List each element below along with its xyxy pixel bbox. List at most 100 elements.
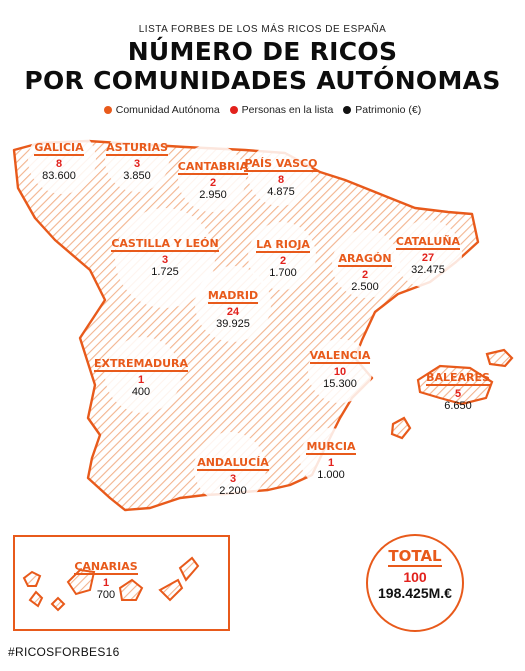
hashtag: #RICOSFORBES16	[8, 645, 120, 659]
region-baleares: BALEARES 5 6.650	[403, 368, 513, 412]
canarias-island-6	[158, 578, 184, 602]
region-name: ASTURIAS	[106, 141, 168, 156]
canarias-island-1	[22, 570, 42, 587]
region-andalucia: ANDALUCÍA 3 2.200	[178, 453, 288, 497]
canarias-island-7	[178, 556, 200, 582]
region-asturias: ASTURIAS 3 3.850	[82, 138, 192, 182]
legend-label-comunidad: Comunidad Autónoma	[115, 104, 220, 116]
region-name: PAÍS VASCO	[244, 157, 318, 172]
valencia-circle	[308, 339, 372, 403]
region-people-count: 2	[209, 177, 217, 189]
region-name: LA RIOJA	[256, 238, 310, 253]
total-people-count: 100	[403, 569, 427, 585]
page-title-line-2: POR COMUNIDADES AUTÓNOMAS	[24, 66, 501, 95]
canarias-island-5	[118, 578, 144, 601]
region-people-count: 2	[279, 255, 287, 267]
region-people-count: 8	[277, 174, 285, 186]
total-wealth: 198.425M.€	[378, 585, 452, 601]
extremadura-circle	[105, 337, 181, 413]
legend-item-patrimonio: Patrimonio (€)	[343, 104, 421, 116]
region-wealth: 1.000	[317, 469, 345, 481]
region-wealth: 6.650	[444, 400, 472, 412]
red-dot-icon	[229, 106, 238, 114]
region-la-rioja: LA RIOJA 2 1.700	[228, 235, 338, 279]
canarias-island-4	[66, 568, 96, 596]
region-wealth: 2.200	[219, 485, 247, 497]
region-name: MURCIA	[306, 440, 356, 455]
region-people-count: 3	[133, 158, 141, 170]
region-madrid: MADRID 24 39.925	[178, 286, 288, 330]
region-people-count: 10	[333, 366, 347, 378]
region-wealth: 1.725	[151, 266, 179, 278]
murcia-circle	[300, 428, 360, 488]
region-name: EXTREMADURA	[94, 357, 188, 372]
black-dot-icon	[343, 106, 352, 114]
page-title-line-1: NÚMERO DE RICOS	[127, 37, 398, 66]
region-people-count: 3	[229, 473, 237, 485]
legend-label-patrimonio: Patrimonio (€)	[355, 104, 422, 116]
galicia-circle	[28, 126, 96, 194]
region-cantabria: CANTABRIA 2 2.950	[158, 157, 268, 201]
menorca-shape	[485, 348, 514, 368]
region-people-count: 3	[161, 254, 169, 266]
canarias-island-3	[50, 596, 66, 612]
canarias-island-2	[28, 590, 44, 608]
ibiza-shape	[390, 416, 412, 440]
castilla-y-leon-circle	[115, 208, 215, 308]
region-people-count: 5	[454, 388, 462, 400]
region-people-count: 27	[421, 252, 435, 264]
region-people-count: 1	[102, 577, 110, 589]
region-aragon: ARAGÓN 2 2.500	[310, 249, 420, 293]
legend: Comunidad Autónoma Personas en la lista …	[0, 104, 525, 116]
region-wealth: 700	[96, 589, 116, 601]
pais-vasco-circle	[248, 142, 312, 206]
region-people-count: 1	[327, 457, 335, 469]
region-wealth: 39.925	[216, 318, 250, 330]
asturias-circle	[105, 128, 169, 192]
legend-label-personas: Personas en la lista	[241, 104, 334, 116]
la-rioja-circle	[248, 222, 316, 290]
region-name: CASTILLA Y LEÓN	[111, 237, 219, 252]
region-people-count: 2	[361, 269, 369, 281]
region-wealth: 83.600	[42, 170, 76, 182]
region-cataluna: CATALUÑA 27 32.475	[373, 232, 483, 276]
region-name: BALEARES	[426, 371, 490, 386]
total-circle: TOTAL 100 198.425M.€	[366, 534, 464, 632]
region-wealth: 400	[131, 386, 151, 398]
region-name: ARAGÓN	[338, 252, 392, 267]
legend-item-personas: Personas en la lista	[229, 104, 334, 116]
region-canarias: CANARIAS 1 700	[51, 557, 161, 601]
region-people-count: 8	[55, 158, 63, 170]
region-name: MADRID	[207, 289, 259, 304]
region-wealth: 3.850	[123, 170, 151, 182]
canarias-inset-frame	[13, 535, 230, 631]
cataluna-circle	[394, 220, 462, 288]
region-name: GALICIA	[34, 141, 84, 156]
region-name: ANDALUCÍA	[197, 456, 269, 471]
region-pais-vasco: PAÍS VASCO 8 4.875	[226, 154, 336, 198]
region-name: CANARIAS	[74, 560, 138, 575]
total-label: TOTAL	[388, 547, 442, 567]
region-galicia: GALICIA 8 83.600	[4, 138, 114, 182]
region-people-count: 24	[226, 306, 240, 318]
orange-dot-icon	[103, 106, 112, 114]
region-name: VALENCIA	[309, 349, 371, 364]
region-extremadura: EXTREMADURA 1 400	[86, 354, 196, 398]
andalucia-circle	[194, 432, 266, 504]
region-people-count: 1	[137, 374, 145, 386]
region-wealth: 32.475	[411, 264, 445, 276]
region-wealth: 4.875	[267, 186, 295, 198]
region-wealth: 2.500	[351, 281, 379, 293]
region-wealth: 1.700	[269, 267, 297, 279]
madrid-circle	[195, 266, 271, 342]
aragon-circle	[332, 230, 400, 298]
region-murcia: MURCIA 1 1.000	[276, 437, 386, 481]
region-wealth: 2.950	[199, 189, 227, 201]
region-wealth: 15.300	[323, 378, 357, 390]
cantabria-circle	[178, 144, 246, 212]
region-castilla-y-leon: CASTILLA Y LEÓN 3 1.725	[110, 234, 220, 278]
kicker: LISTA FORBES DE LOS MÁS RICOS DE ESPAÑA	[138, 24, 387, 35]
region-name: CANTABRIA	[177, 160, 249, 175]
